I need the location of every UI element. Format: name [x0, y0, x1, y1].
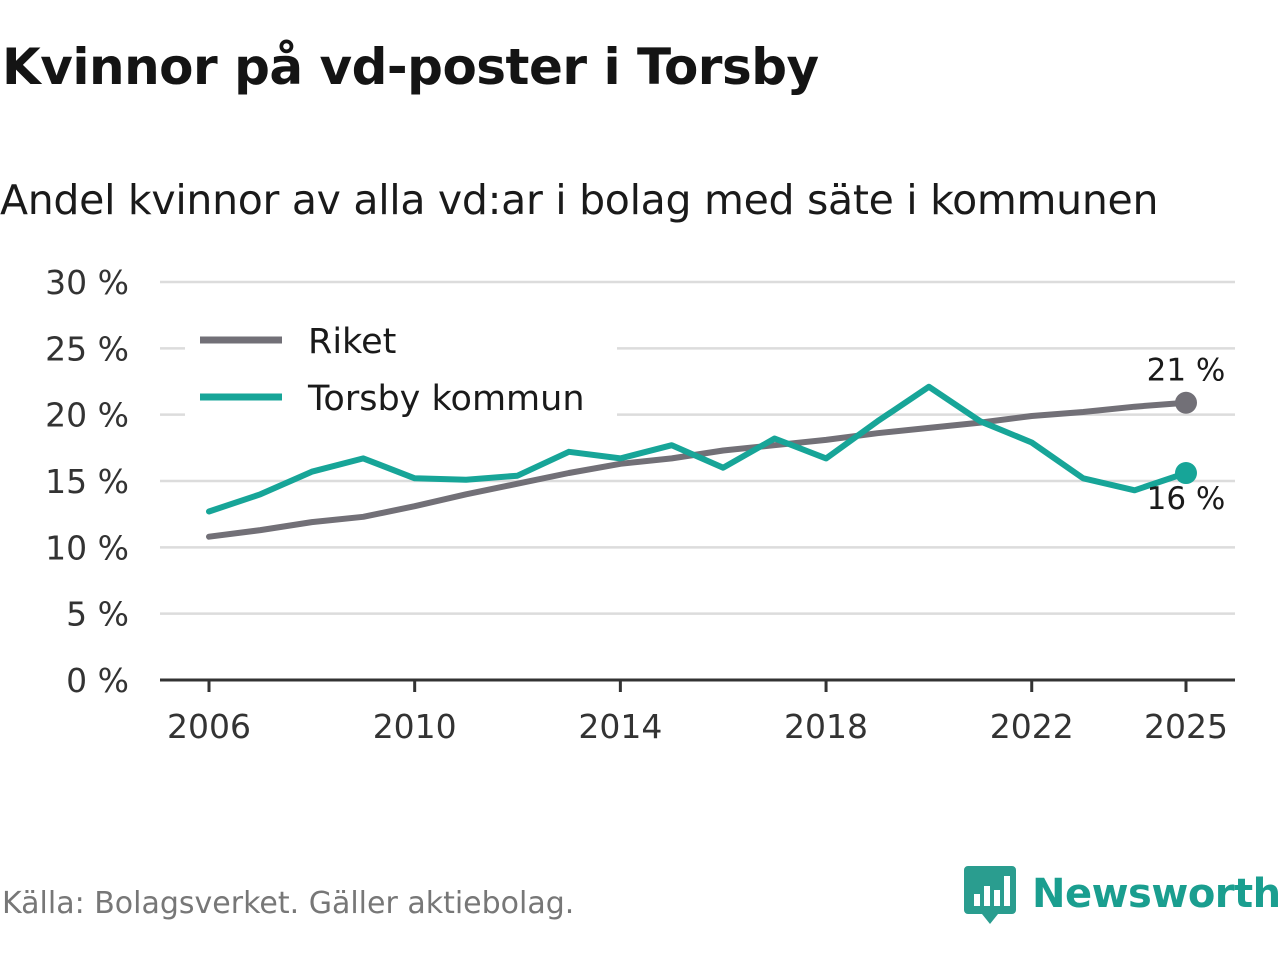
x-axis: 2006 2010 2014 2018 2022 2025	[160, 678, 1235, 746]
x-tick-label: 2025	[1144, 707, 1228, 746]
x-tick-label: 2018	[784, 707, 868, 746]
end-labels: 21 % 16 %	[1147, 353, 1226, 517]
end-point-marker	[1175, 462, 1197, 485]
chart-title: Kvinnor på vd-poster i Torsby	[2, 38, 819, 96]
x-tick-label: 2010	[373, 707, 457, 746]
legend: Riket Torsby kommun	[185, 312, 617, 424]
end-value-label: 21 %	[1147, 353, 1226, 389]
end-point-marker	[1175, 391, 1197, 414]
newsworthy-logo-icon	[964, 866, 1016, 924]
y-tick-label: 0 %	[66, 661, 129, 700]
x-tick-label: 2006	[167, 707, 251, 746]
end-value-label: 16 %	[1147, 481, 1226, 517]
y-tick-label: 15 %	[45, 462, 129, 501]
legend-background	[185, 312, 617, 424]
brand-name: Newsworthy	[1032, 871, 1280, 917]
legend-label: Riket	[308, 322, 396, 362]
y-tick-label: 20 %	[45, 396, 129, 435]
y-axis-labels: 0 % 5 % 10 % 15 % 20 % 25 % 30 %	[45, 263, 129, 700]
x-tick-label: 2014	[578, 707, 662, 746]
x-tick-label: 2022	[990, 707, 1074, 746]
source-note: Källa: Bolagsverket. Gäller aktiebolag.	[2, 886, 575, 921]
brand-logo[interactable]: Newsworthy	[964, 864, 1280, 924]
series	[206, 383, 1197, 540]
chart-subtitle: Andel kvinnor av alla vd:ar i bolag med …	[0, 176, 1159, 224]
legend-label: Torsby kommun	[307, 379, 585, 419]
y-tick-label: 5 %	[66, 595, 129, 634]
series-line	[206, 383, 1189, 515]
y-tick-label: 25 %	[45, 329, 129, 368]
y-tick-label: 10 %	[45, 528, 129, 567]
y-tick-label: 30 %	[45, 263, 129, 302]
